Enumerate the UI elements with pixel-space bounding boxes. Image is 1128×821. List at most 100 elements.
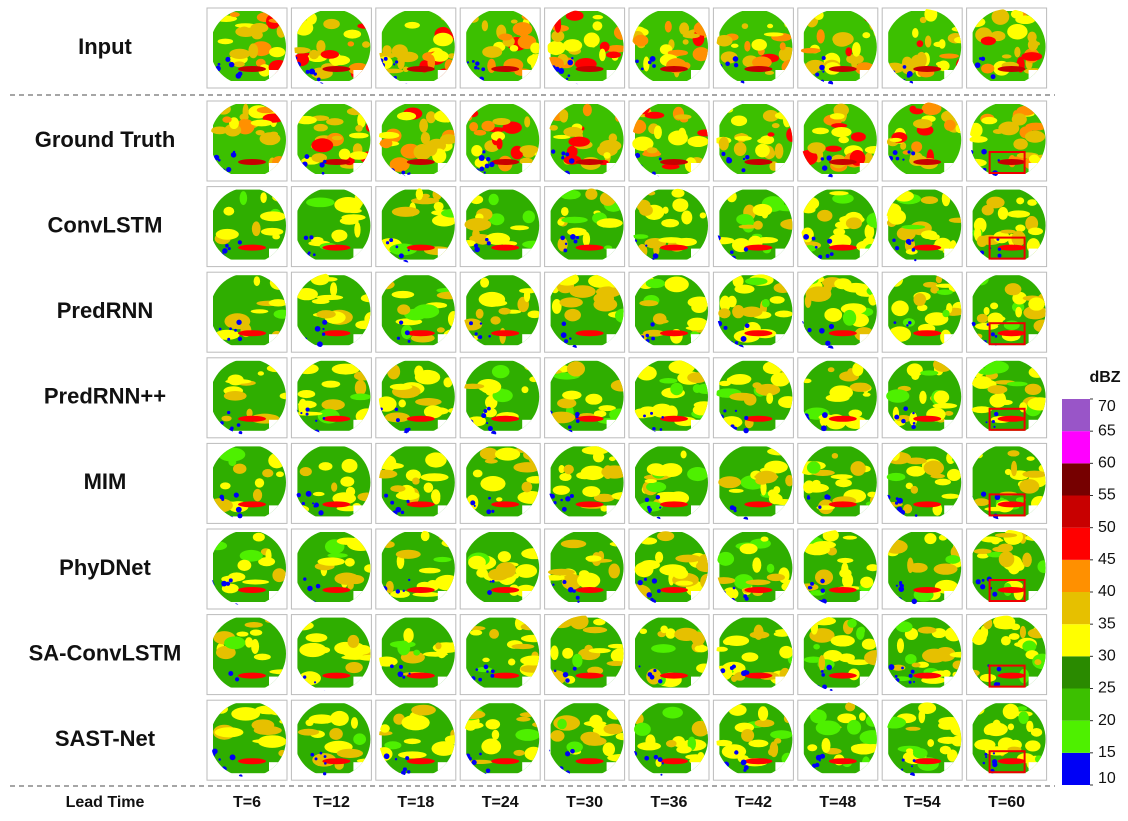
speckle (300, 412, 302, 414)
speckle (641, 68, 644, 71)
speckle (236, 507, 242, 513)
speckle (408, 579, 410, 581)
lead-time-label: Lead Time (66, 794, 145, 811)
speckle (230, 426, 234, 430)
speckle (478, 678, 482, 682)
speckle (569, 337, 571, 339)
echo (345, 662, 362, 673)
echo (1025, 309, 1038, 319)
echo (600, 140, 622, 152)
speckle (479, 166, 484, 171)
speckle (568, 74, 571, 77)
speckle (907, 151, 910, 154)
echo (767, 24, 773, 28)
speckle (486, 157, 490, 161)
speckle (635, 59, 639, 63)
speckle (821, 425, 827, 431)
speckle (222, 248, 227, 253)
speckle (743, 428, 748, 433)
echo (476, 309, 484, 319)
speckle (741, 336, 747, 342)
colorbar-tick-label: 60 (1098, 455, 1116, 472)
speckle (819, 65, 825, 71)
echo (491, 245, 519, 251)
echo (944, 411, 953, 416)
speckle (912, 248, 916, 252)
echo (260, 211, 286, 221)
speckle (484, 171, 486, 173)
echo (913, 66, 941, 72)
echo (981, 64, 994, 74)
echo (995, 533, 1017, 538)
echo (984, 307, 990, 315)
echo (585, 394, 602, 405)
echo (489, 629, 499, 639)
speckle (822, 56, 826, 60)
echo (237, 560, 251, 571)
echo (697, 129, 713, 136)
echo (902, 225, 926, 230)
speckle (906, 324, 908, 326)
echo (240, 191, 248, 205)
echo (331, 482, 337, 491)
echo (987, 385, 1007, 394)
echo (937, 289, 953, 295)
echo (322, 245, 350, 251)
echo (719, 137, 729, 151)
speckle (399, 320, 403, 324)
echo (515, 729, 540, 741)
echo (597, 218, 623, 228)
echo (770, 296, 785, 304)
echo (579, 570, 590, 578)
speckle (992, 420, 995, 423)
speckle (570, 234, 576, 240)
echo (407, 587, 435, 593)
echo (718, 476, 741, 488)
echo (924, 533, 936, 544)
speckle (576, 236, 579, 239)
speckle (647, 592, 652, 597)
echo (415, 398, 442, 406)
column-label: T=24 (482, 794, 519, 811)
echo (754, 625, 764, 640)
echo (563, 39, 582, 51)
echo (920, 370, 938, 375)
colorbar-segment (1062, 656, 1090, 688)
speckle (484, 665, 489, 670)
echo (934, 390, 950, 403)
echo (1019, 402, 1027, 412)
speckle (830, 252, 834, 256)
echo (846, 217, 862, 229)
speckle (228, 671, 233, 676)
echo (905, 654, 917, 664)
echo (694, 401, 714, 408)
echo (858, 627, 865, 635)
echo (564, 465, 574, 475)
echo (248, 43, 258, 58)
echo (916, 52, 927, 68)
echo (977, 236, 988, 247)
echo (665, 21, 672, 33)
echo (927, 234, 940, 240)
echo (482, 46, 502, 58)
speckle (384, 57, 388, 61)
echo (847, 619, 856, 628)
speckle (475, 668, 478, 671)
echo (748, 740, 768, 748)
echo (746, 579, 771, 585)
echo (322, 330, 350, 336)
echo (998, 501, 1026, 507)
echo (519, 26, 529, 37)
echo (944, 120, 956, 131)
echo (321, 50, 339, 59)
echo (585, 555, 601, 561)
speckle (650, 598, 653, 601)
echo (1016, 197, 1024, 204)
echo (1004, 320, 1020, 330)
speckle (651, 337, 655, 341)
echo (576, 159, 604, 165)
echo (999, 551, 1015, 567)
speckle (734, 427, 737, 430)
echo (521, 386, 528, 393)
echo (561, 540, 586, 549)
